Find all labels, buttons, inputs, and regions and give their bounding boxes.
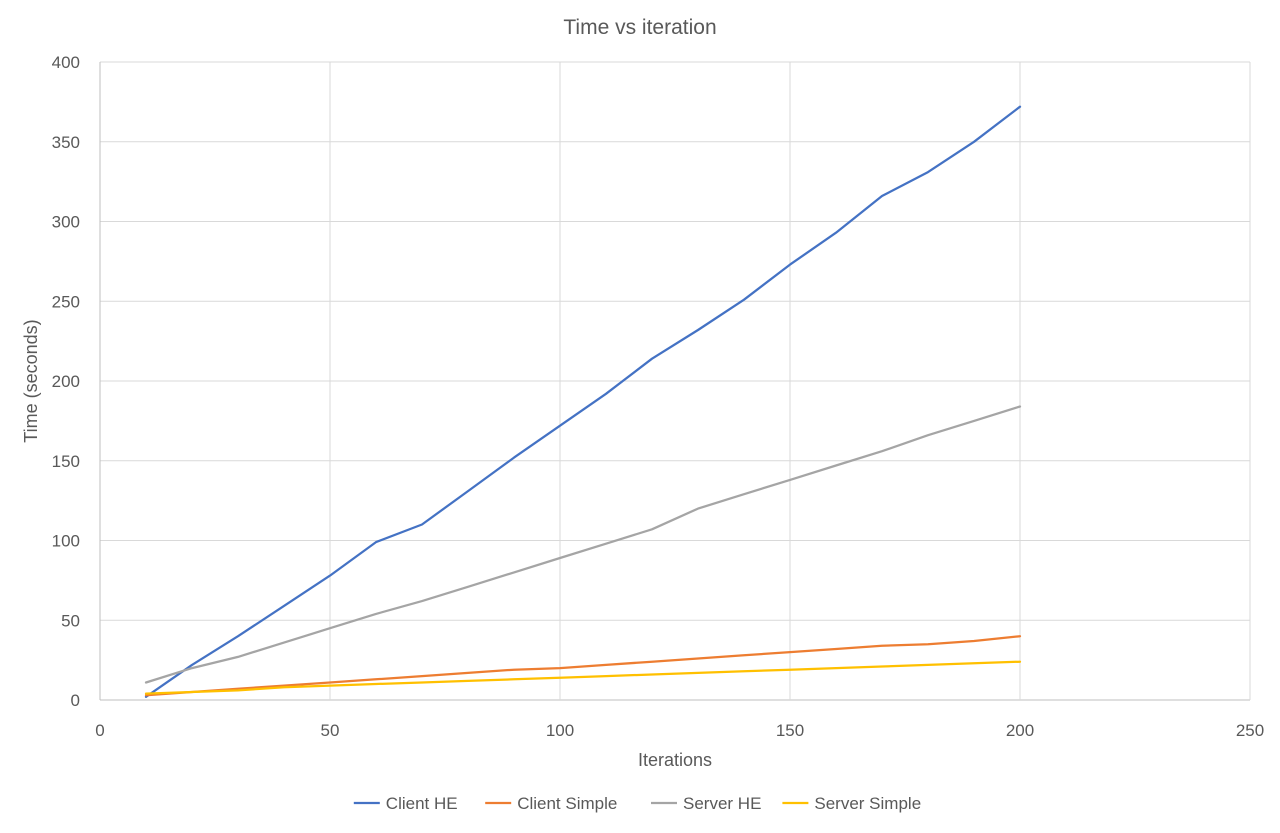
- legend-item-server-he: Server HE: [651, 794, 761, 813]
- series-lines: [144, 105, 1022, 698]
- series-line-server-he: [144, 405, 1022, 684]
- y-tick-label: 100: [52, 532, 80, 551]
- legend-label: Server Simple: [814, 794, 921, 813]
- x-tick-label: 100: [546, 721, 574, 740]
- x-tick-label: 250: [1236, 721, 1264, 740]
- x-tick-label: 200: [1006, 721, 1034, 740]
- y-tick-label: 200: [52, 372, 80, 391]
- x-axis-ticks: 0 50 100 150 200 250: [95, 721, 1264, 740]
- legend-label: Client Simple: [517, 794, 617, 813]
- legend-label: Client HE: [386, 794, 458, 813]
- y-axis-ticks: 0 50 100 150 200 250 300 350 400: [52, 53, 80, 710]
- y-tick-label: 0: [71, 691, 80, 710]
- y-tick-label: 50: [61, 611, 80, 630]
- y-tick-label: 300: [52, 213, 80, 232]
- x-axis-label: Iterations: [638, 750, 712, 770]
- legend-item-client-simple: Client Simple: [485, 794, 617, 813]
- x-tick-label: 50: [321, 721, 340, 740]
- series-line-server-simple: [144, 660, 1022, 695]
- legend-item-client-he: Client HE: [353, 794, 458, 813]
- y-axis-label: Time (seconds): [21, 319, 41, 442]
- series-line-client-simple: [144, 635, 1022, 697]
- chart-title: Time vs iteration: [563, 16, 716, 39]
- legend-item-server-simple: Server Simple: [782, 794, 921, 813]
- y-tick-label: 350: [52, 133, 80, 152]
- x-tick-label: 0: [95, 721, 104, 740]
- x-tick-label: 150: [776, 721, 804, 740]
- y-tick-label: 400: [52, 53, 80, 72]
- legend-label: Server HE: [683, 794, 761, 813]
- gridlines: [99, 61, 1251, 701]
- legend: Client HE Client Simple Server HE Server Si…: [353, 794, 921, 813]
- series-line-client-he: [144, 105, 1022, 698]
- y-tick-label: 250: [52, 292, 80, 311]
- y-tick-label: 150: [52, 452, 80, 471]
